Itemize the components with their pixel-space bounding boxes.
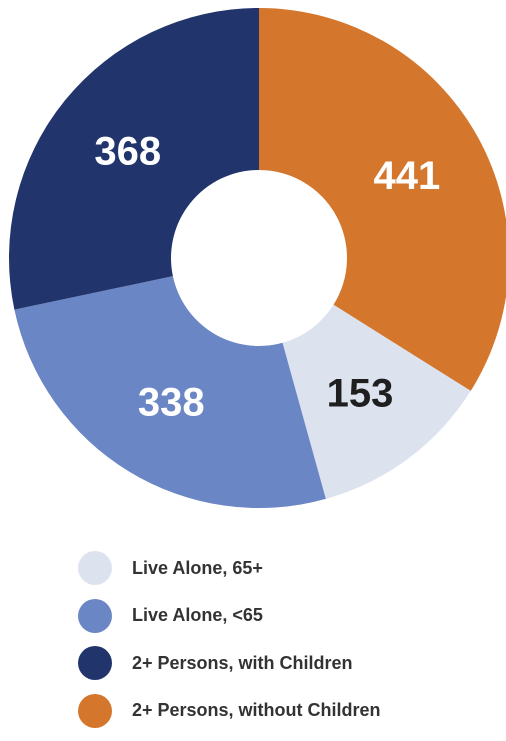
chart-legend: Live Alone, 65+ Live Alone, <65 2+ Perso… xyxy=(78,551,498,741)
legend-label-live-alone-under-65: Live Alone, <65 xyxy=(132,605,263,625)
legend-label-without-children: 2+ Persons, without Children xyxy=(132,700,381,720)
legend-item-with-children: 2+ Persons, with Children xyxy=(78,646,498,680)
legend-swatch-live-alone-65-plus xyxy=(78,551,112,585)
legend-item-without-children: 2+ Persons, without Children xyxy=(78,693,498,728)
donut-chart: 441 153 338 368 xyxy=(8,8,506,509)
slice-value-label-2-persons-without-children: 441 xyxy=(374,154,441,198)
slice-2-persons-without-children xyxy=(259,8,506,391)
legend-label-live-alone-65-plus: Live Alone, 65+ xyxy=(132,557,263,578)
legend-label-with-children: 2+ Persons, with Children xyxy=(132,652,353,673)
slice-live-alone-65 xyxy=(14,276,326,509)
legend-item-live-alone-65-plus: Live Alone, 65+ xyxy=(78,551,498,585)
legend-item-live-alone-under-65: Live Alone, <65 xyxy=(78,598,498,633)
slice-value-label-2-persons-with-children: 368 xyxy=(94,130,161,174)
slice-value-label-live-alone-65: 153 xyxy=(327,372,394,416)
slice-2-persons-with-children xyxy=(8,8,260,310)
legend-swatch-live-alone-under-65 xyxy=(78,598,112,633)
slice-live-alone-65 xyxy=(282,304,471,499)
legend-swatch-without-children xyxy=(78,693,112,728)
legend-swatch-with-children xyxy=(78,646,112,680)
slice-value-label-live-alone-65: 338 xyxy=(138,380,205,424)
